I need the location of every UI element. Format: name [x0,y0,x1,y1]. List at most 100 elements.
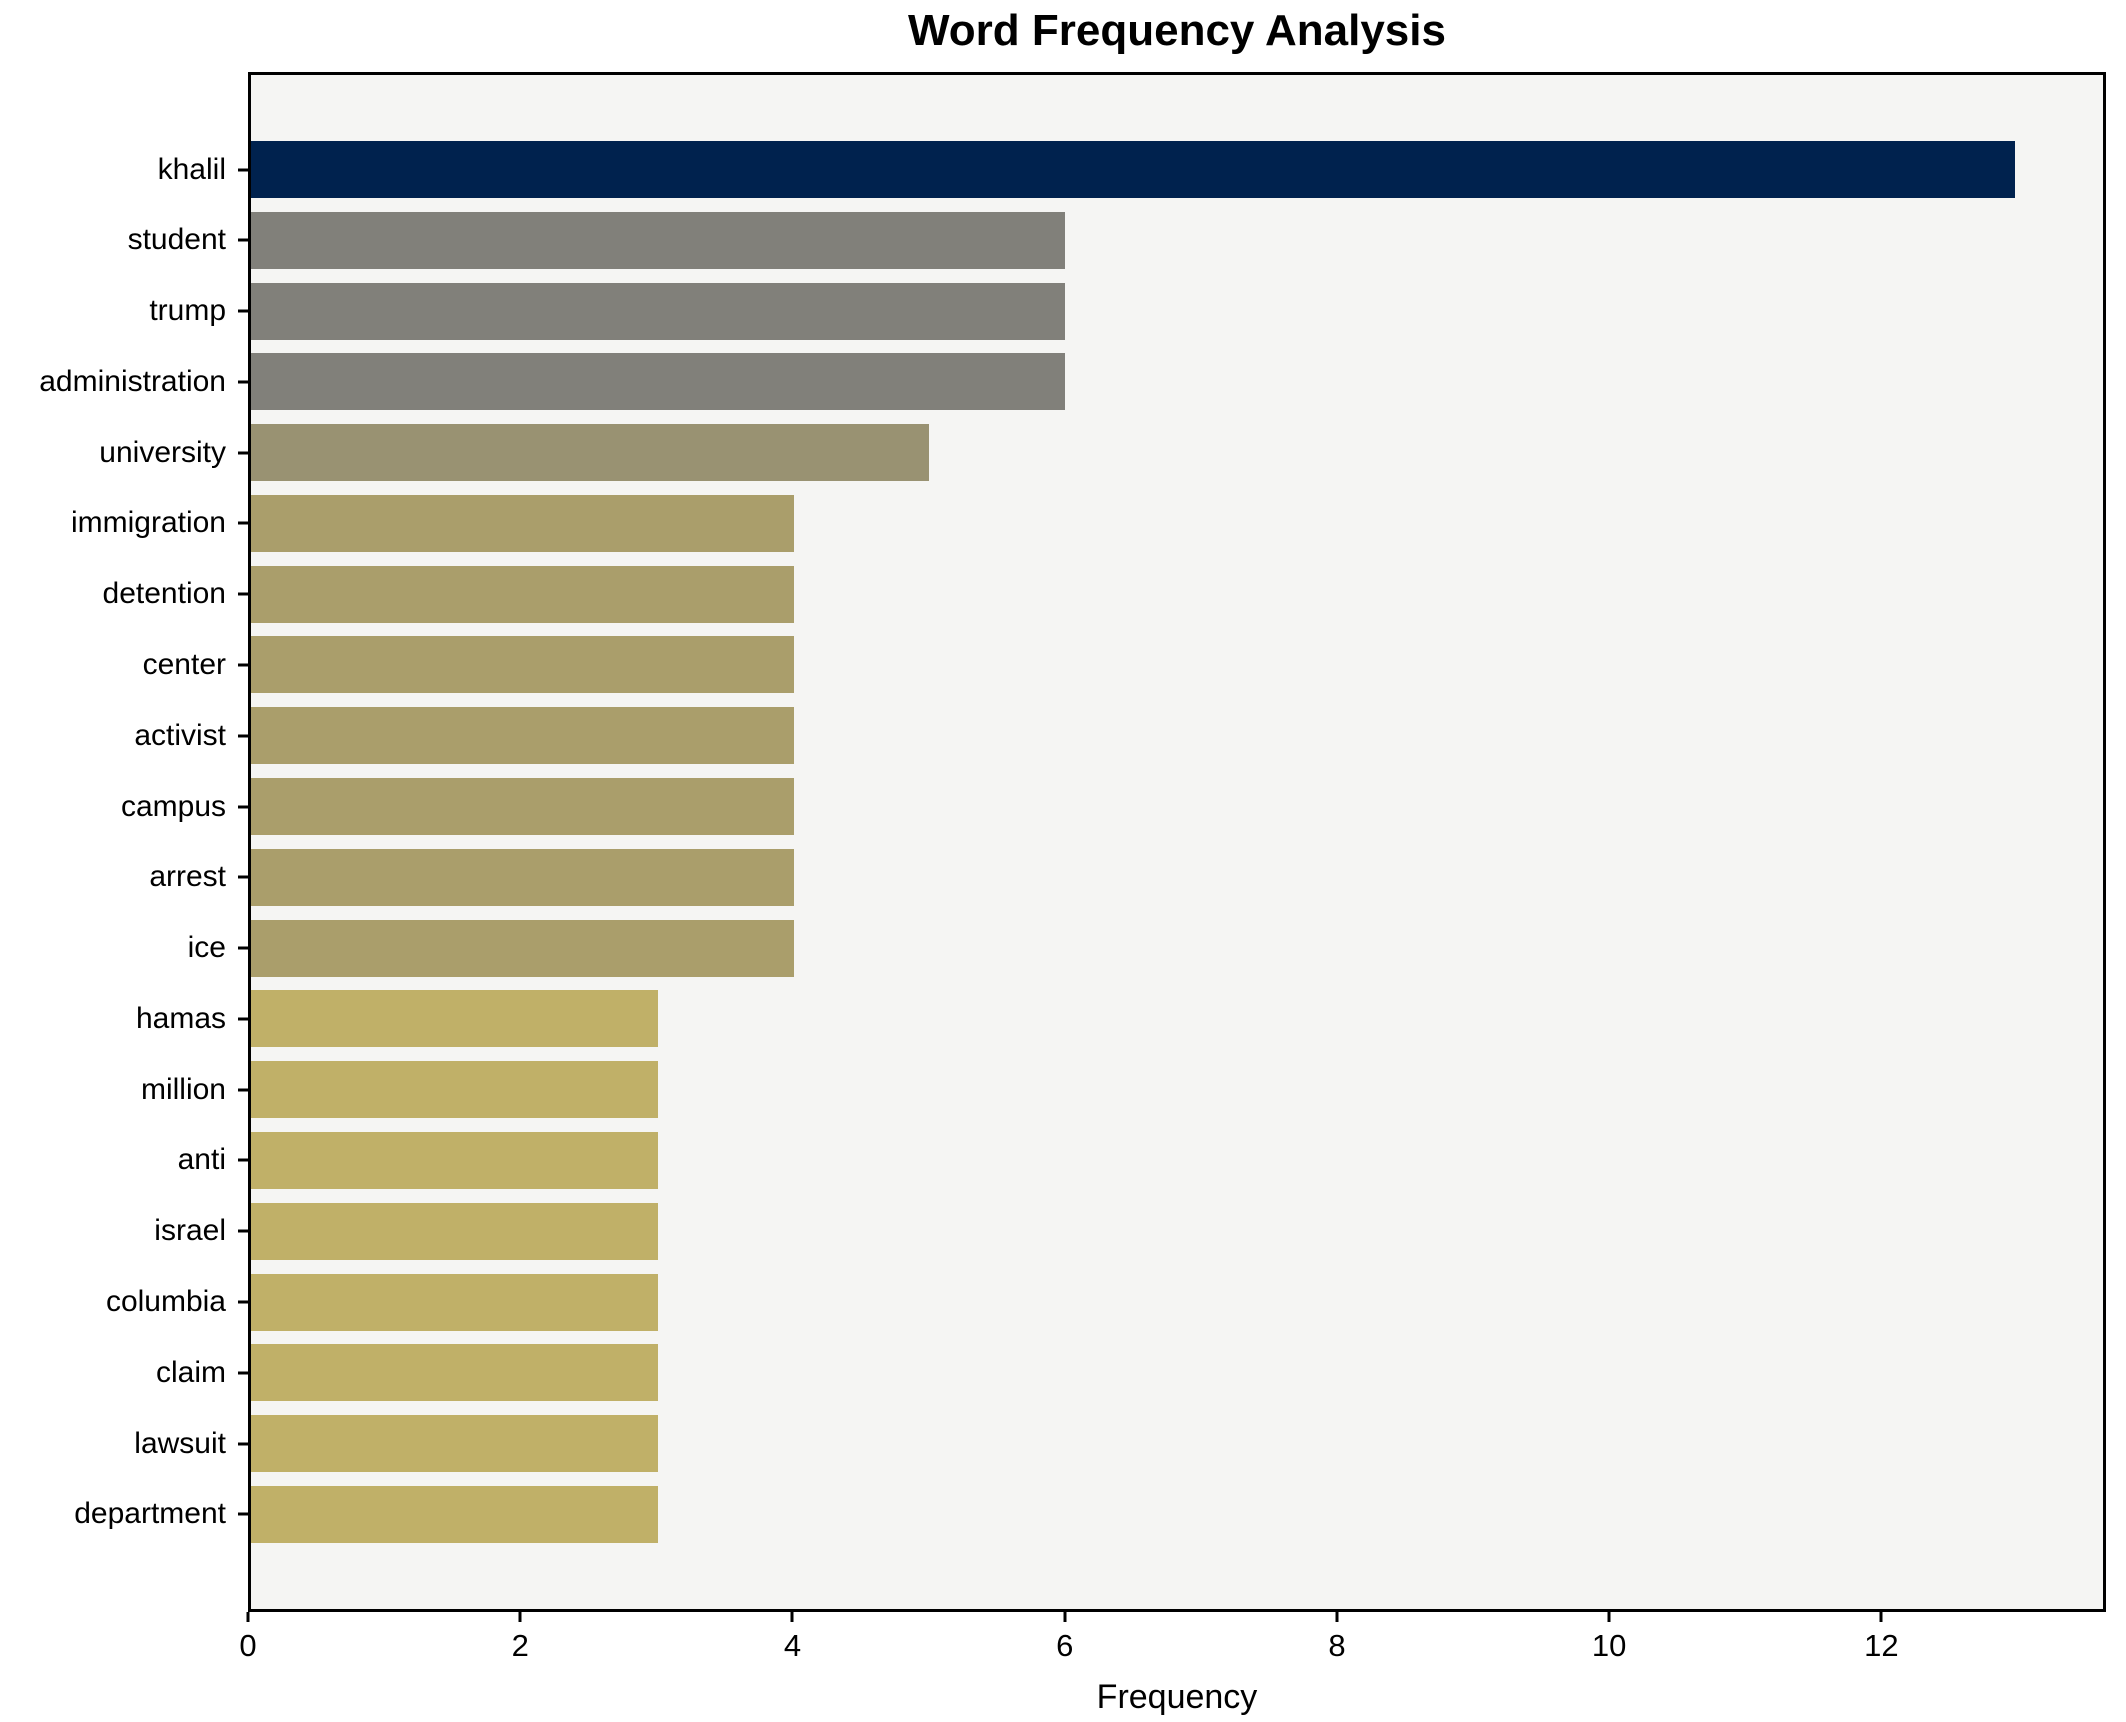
y-tick-mark [238,663,248,667]
bar-row: columbia [106,1273,2103,1331]
y-tick-mark [238,309,248,313]
y-tick-mark [238,168,248,171]
y-tick-mark [238,946,248,950]
y-tick-label: trump [149,294,226,328]
y-tick-label: administration [39,364,226,398]
y-tick-label: anti [177,1143,226,1177]
bar [251,1131,659,1189]
y-tick-label: arrest [149,860,226,894]
x-tick-mark [790,1612,794,1622]
bar-row: detention [103,565,2103,623]
bar-row: ice [188,919,2103,977]
y-tick-mark [238,805,248,809]
bar-row: university [99,424,2103,482]
bar-row: department [74,1485,2103,1543]
y-tick-label: department [74,1497,226,1531]
y-tick-mark [238,1512,248,1516]
bar [251,636,794,694]
x-tick-label: 0 [239,1628,257,1663]
y-tick-mark [238,1158,248,1162]
bar [251,1202,659,1260]
bar [251,1273,659,1331]
x-tick-mark [1335,1612,1339,1622]
y-tick-mark [238,451,248,455]
y-tick-mark [238,875,248,879]
x-axis-label: Frequency [1096,1678,1258,1716]
y-tick-label: student [127,223,226,257]
x-tick-mark [518,1612,522,1622]
bar [251,282,1066,340]
y-tick-label: center [142,647,226,681]
x-tick-label: 2 [511,1628,529,1663]
bar [251,565,794,623]
x-tick-mark [1063,1612,1067,1622]
bar [251,1415,659,1473]
y-tick-mark [238,734,248,738]
y-tick-mark [238,592,248,596]
bar-row: million [141,1061,2103,1119]
x-tick-label: 8 [1328,1628,1346,1663]
bar-row: hamas [136,990,2103,1048]
bar [251,990,659,1048]
y-tick-label: immigration [70,506,226,540]
y-tick-label: detention [102,577,226,611]
y-tick-label: university [99,435,226,469]
bar-row: claim [156,1344,2103,1402]
bar-row: anti [178,1131,2103,1189]
bar-row: khalil [158,141,2103,198]
bar-row: israel [154,1202,2103,1260]
y-tick-mark [238,238,248,242]
x-tick-label: 12 [1864,1628,1899,1663]
bar [251,424,930,482]
y-tick-label: claim [155,1355,226,1389]
bar-row: administration [39,353,2103,411]
x-axis: 0 2 4 6 8 10 12 [239,1612,2106,1692]
bar [251,353,1066,411]
y-tick-mark [238,380,248,384]
y-tick-mark [238,1371,248,1375]
y-tick-label: ice [187,931,226,965]
x-tick-label: 6 [1056,1628,1074,1663]
bar [251,1344,659,1402]
bar [251,211,1066,269]
y-tick-label: khalil [157,152,226,186]
y-tick-mark [238,1017,248,1021]
x-tick-mark [1607,1612,1611,1622]
x-tick-mark [1879,1612,1883,1622]
y-tick-label: campus [120,789,226,823]
bar [251,848,794,906]
y-tick-label: million [140,1072,226,1106]
y-tick-label: lawsuit [134,1426,226,1460]
bar-row: student [128,211,2103,269]
bar [251,778,794,836]
x-tick-label: 4 [783,1628,802,1663]
bar [251,1061,659,1119]
plot-area: khalil student trump administration universi… [39,72,2106,1612]
bar-row: arrest [149,848,2103,906]
bar-row: trump [149,282,2103,340]
bar-row: lawsuit [134,1415,2103,1473]
y-tick-mark [238,1300,248,1304]
y-tick-label: activist [134,718,226,752]
chart-title: Word Frequency Analysis [908,6,1446,55]
y-tick-mark [238,1442,248,1446]
bar [251,494,794,552]
bars: khalil student trump administration universi… [39,75,2103,1609]
bar-row: campus [121,778,2103,836]
x-tick-mark [246,1612,250,1622]
y-tick-mark [238,1088,248,1092]
bar-row: activist [134,707,2103,765]
y-tick-label: israel [154,1214,226,1248]
y-tick-label: columbia [105,1285,226,1318]
bar [251,707,794,765]
bar [251,1485,659,1543]
y-tick-label: hamas [135,1001,226,1035]
bar-row: center [143,636,2103,694]
bar [251,919,794,977]
bar-row: immigration [71,494,2103,552]
y-tick-mark [238,521,248,525]
y-tick-mark [238,1229,248,1233]
x-tick-label: 10 [1591,1628,1627,1663]
bar [251,141,2015,198]
